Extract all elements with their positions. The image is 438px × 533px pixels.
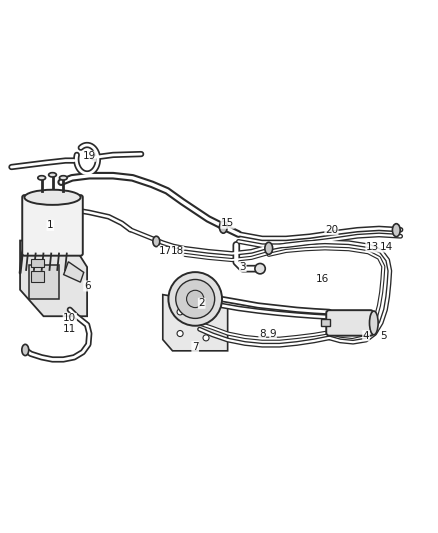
FancyBboxPatch shape [326, 310, 373, 336]
Circle shape [199, 309, 205, 315]
Bar [31, 271, 44, 281]
Ellipse shape [392, 224, 400, 237]
Circle shape [176, 279, 215, 318]
Bar [31, 259, 44, 266]
Text: 13: 13 [366, 242, 379, 252]
Ellipse shape [370, 311, 378, 335]
Circle shape [177, 309, 183, 315]
Text: 5: 5 [380, 330, 387, 341]
Text: 10: 10 [63, 313, 76, 324]
Text: 11: 11 [63, 324, 77, 334]
Text: 2: 2 [198, 298, 205, 308]
Text: 15: 15 [221, 218, 234, 228]
Ellipse shape [60, 176, 67, 180]
Circle shape [255, 263, 265, 274]
Text: 19: 19 [83, 151, 96, 161]
Text: 7: 7 [192, 342, 198, 351]
Ellipse shape [219, 221, 227, 233]
Polygon shape [20, 240, 87, 316]
Circle shape [177, 330, 183, 336]
Ellipse shape [22, 344, 29, 356]
Text: 3: 3 [240, 262, 246, 271]
Circle shape [203, 335, 209, 341]
Text: 18: 18 [170, 246, 184, 256]
Ellipse shape [38, 176, 46, 180]
Ellipse shape [49, 173, 57, 177]
Text: 16: 16 [316, 274, 329, 285]
Text: 8: 8 [259, 328, 265, 338]
Ellipse shape [265, 243, 272, 254]
Text: 14: 14 [380, 242, 393, 252]
Bar [321, 319, 330, 326]
Text: 17: 17 [158, 246, 172, 256]
Text: 4: 4 [363, 330, 369, 341]
Circle shape [187, 290, 204, 308]
Text: 1: 1 [47, 221, 54, 230]
Ellipse shape [153, 236, 160, 247]
Text: 6: 6 [84, 281, 90, 291]
Polygon shape [64, 262, 84, 282]
Text: 20: 20 [325, 225, 338, 235]
Circle shape [168, 272, 222, 326]
Polygon shape [163, 295, 228, 351]
Text: 9: 9 [270, 328, 276, 338]
FancyBboxPatch shape [22, 195, 83, 256]
Bar [29, 265, 59, 299]
Ellipse shape [25, 190, 81, 205]
